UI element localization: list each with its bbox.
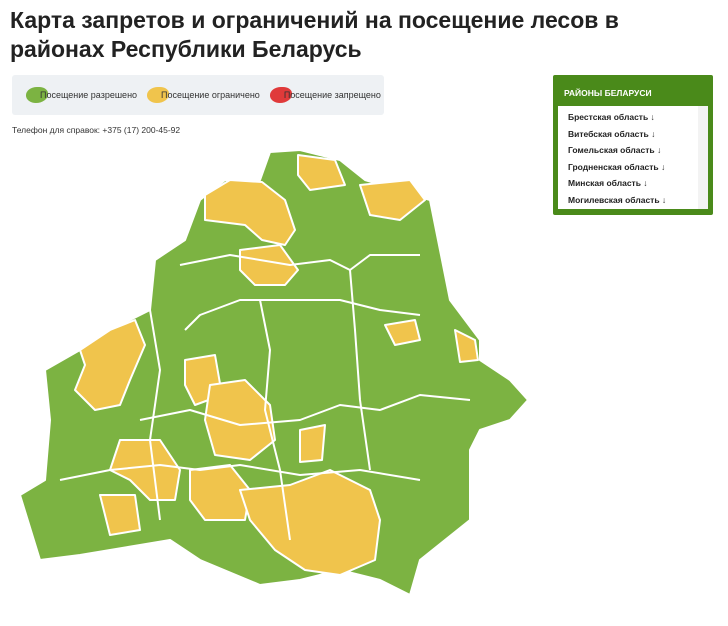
panel-title: РАЙОНЫ БЕЛАРУСИ <box>564 88 652 98</box>
page-title: Карта запретов и ограничений на посещени… <box>10 7 619 62</box>
region-panel: РАЙОНЫ БЕЛАРУСИ Брестская область ↓ Вите… <box>553 75 713 215</box>
legend-item[interactable]: Посещение запрещено <box>269 87 381 103</box>
phone: Телефон для справок: +375 (17) 200-45-92 <box>12 125 181 135</box>
region-item[interactable]: Гродненская область ↓ <box>568 161 666 172</box>
legend-label: Посещение ограничено <box>161 90 260 100</box>
legend-swatch <box>147 87 170 103</box>
region-item[interactable]: Витебская область ↓ <box>568 128 656 139</box>
restricted-districts <box>74 154 479 576</box>
region-item[interactable]: Брестская область ↓ <box>568 112 655 122</box>
map <box>19 149 529 596</box>
legend-label: Посещение запрещено <box>283 90 381 100</box>
borders <box>59 254 471 541</box>
legend: Посещение разрешено Посещение ограничено… <box>12 75 384 115</box>
region-item[interactable]: Могилевская область ↓ <box>568 194 667 205</box>
legend-label: Посещение разрешено <box>40 90 138 100</box>
legend-swatch <box>269 87 292 103</box>
region-item[interactable]: Минская область ↓ <box>568 178 648 188</box>
legend-swatch <box>26 87 48 103</box>
region-item[interactable]: Гомельская область ↓ <box>568 145 662 155</box>
legend-item[interactable]: Посещение разрешено <box>26 87 137 103</box>
legend-item[interactable]: Посещение ограничено <box>147 87 260 103</box>
region-list: Брестская область ↓ Витебская область ↓ … <box>558 106 708 209</box>
scrollbar[interactable] <box>698 106 708 209</box>
